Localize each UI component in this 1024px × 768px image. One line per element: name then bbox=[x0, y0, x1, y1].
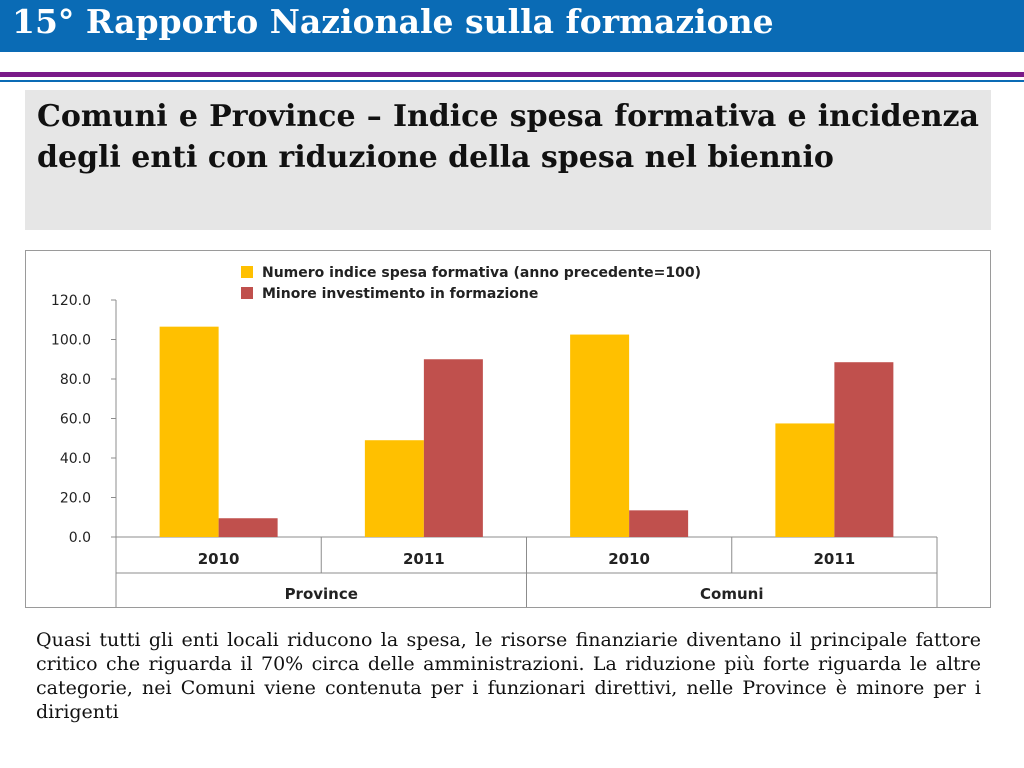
blue-divider bbox=[0, 80, 1024, 82]
legend-swatch bbox=[241, 266, 253, 278]
x-tick-label: 2010 bbox=[608, 550, 650, 568]
bar-minore-investimento bbox=[834, 362, 894, 537]
bar-spesa-formativa bbox=[159, 326, 219, 537]
bar-spesa-formativa bbox=[364, 440, 424, 537]
bar-minore-investimento bbox=[423, 359, 483, 537]
legend-label: Minore investimento in formazione bbox=[262, 286, 538, 302]
bar-minore-investimento bbox=[629, 510, 689, 537]
y-tick-label: 60.0 bbox=[60, 412, 91, 428]
legend-swatch bbox=[241, 287, 253, 299]
header-bar: 15° Rapporto Nazionale sulla formazione bbox=[0, 0, 1024, 52]
x-tick-label: 2011 bbox=[403, 550, 445, 568]
x-tick-label: 2011 bbox=[814, 550, 856, 568]
y-tick-label: 20.0 bbox=[60, 491, 91, 507]
slide-caption: Quasi tutti gli enti locali riducono la … bbox=[36, 629, 981, 723]
y-tick-label: 120.0 bbox=[51, 293, 91, 309]
bar-spesa-formativa bbox=[775, 423, 835, 537]
x-group-label: Comuni bbox=[700, 585, 763, 603]
y-tick-label: 0.0 bbox=[69, 530, 91, 546]
y-tick-label: 40.0 bbox=[60, 451, 91, 467]
slide-subtitle: Comuni e Province – Indice spesa formati… bbox=[37, 99, 979, 175]
x-group-label: Province bbox=[285, 585, 358, 603]
y-tick-label: 100.0 bbox=[51, 333, 91, 349]
bar-spesa-formativa bbox=[570, 334, 630, 537]
y-tick-label: 80.0 bbox=[60, 372, 91, 388]
chart-frame: 0.0 20.0 40.0 60.0 80.0 100.0 120.0 2010 2011 201… bbox=[25, 250, 991, 608]
bar-minore-investimento bbox=[218, 518, 278, 537]
purple-divider bbox=[0, 72, 1024, 77]
x-tick-label: 2010 bbox=[198, 550, 240, 568]
legend-label: Numero indice spesa formativa (anno prec… bbox=[262, 265, 701, 281]
page-title: 15° Rapporto Nazionale sulla formazione bbox=[12, 2, 774, 41]
bar-chart: 0.0 20.0 40.0 60.0 80.0 100.0 120.0 2010 2011 201… bbox=[51, 265, 938, 607]
subtitle-box: Comuni e Province – Indice spesa formati… bbox=[25, 90, 991, 230]
